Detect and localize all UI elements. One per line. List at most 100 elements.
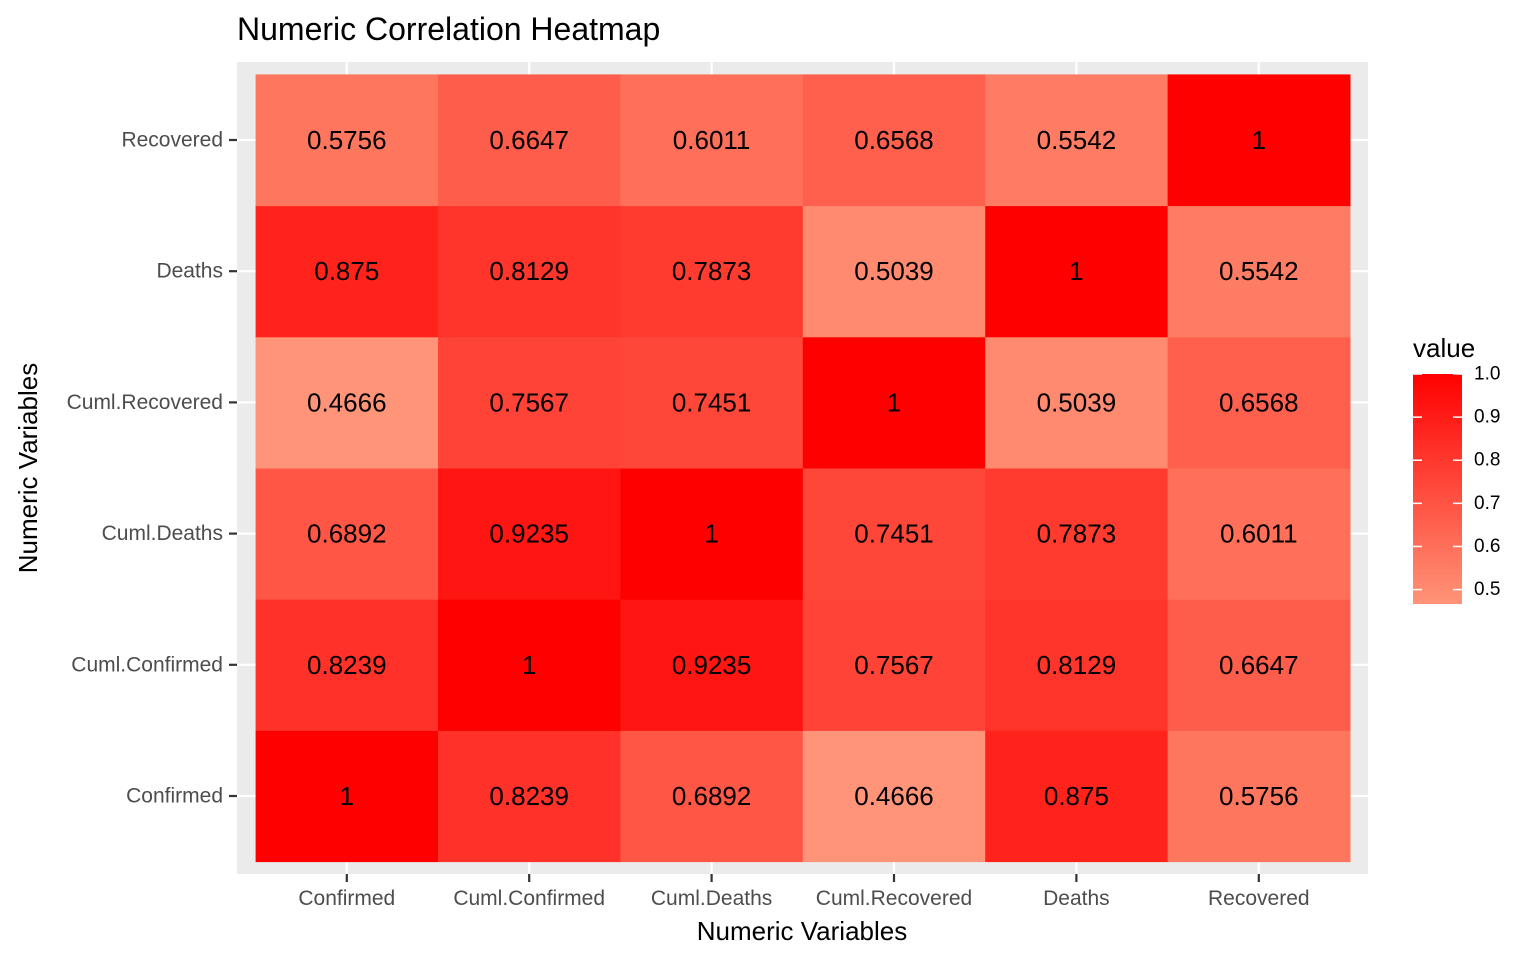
heatmap-cell-label: 0.7567 bbox=[854, 650, 934, 680]
heatmap-cell bbox=[438, 599, 621, 731]
heatmap-cell-label: 0.5039 bbox=[854, 256, 934, 286]
heatmap-cell bbox=[255, 336, 439, 469]
heatmap-cell-label: 0.5756 bbox=[1219, 781, 1299, 811]
heatmap-cell bbox=[802, 74, 986, 207]
y-axis-tick-label: Deaths bbox=[156, 260, 223, 283]
heatmap-cell-label: 0.8129 bbox=[1037, 650, 1117, 680]
heatmap-cell-label: 0.875 bbox=[1044, 781, 1109, 811]
heatmap-cell-label: 0.7451 bbox=[854, 519, 934, 549]
heatmap-cell bbox=[438, 730, 621, 863]
heatmap-cell bbox=[438, 468, 621, 600]
heatmap-cell bbox=[802, 336, 986, 469]
heatmap-cell bbox=[1167, 468, 1351, 600]
heatmap-cell bbox=[985, 468, 1169, 600]
x-axis: Confirmed Cuml.Confirmed Cuml.Deaths Cuml.R… bbox=[298, 874, 1310, 910]
legend-label: 0.9 bbox=[1474, 407, 1500, 428]
heatmap-cell bbox=[1167, 599, 1351, 731]
heatmap-cell bbox=[255, 599, 439, 731]
x-axis-tick-label: Confirmed bbox=[298, 887, 395, 910]
legend-title: value bbox=[1413, 333, 1475, 363]
heatmap-cell-label: 0.7567 bbox=[489, 387, 569, 417]
heatmap-cell-label: 0.6011 bbox=[673, 125, 751, 155]
color-legend: value 0.5 0.6 0.7 0.8 0.9 1.0 bbox=[1413, 333, 1500, 604]
heatmap-cell-label: 0.5542 bbox=[1219, 256, 1299, 286]
heatmap-cell-label: 0.6647 bbox=[489, 125, 569, 155]
heatmap-cell bbox=[985, 730, 1169, 863]
heatmap-cell bbox=[802, 599, 986, 731]
y-axis-tick-label: Recovered bbox=[121, 129, 223, 152]
heatmap-cell-label: 0.6892 bbox=[672, 781, 752, 811]
heatmap-cell-label: 0.4666 bbox=[854, 781, 934, 811]
heatmap-cell-label: 0.5756 bbox=[307, 125, 387, 155]
heatmap-cell-label: 0.6568 bbox=[1219, 387, 1299, 417]
heatmap-cell-label: 0.4666 bbox=[307, 387, 387, 417]
heatmap-cell-label: 0.6647 bbox=[1219, 650, 1299, 680]
x-axis-tick-label: Cuml.Confirmed bbox=[453, 887, 605, 910]
heatmap-cell bbox=[802, 468, 986, 600]
heatmap-cell-label: 0.6011 bbox=[1220, 519, 1298, 549]
heatmap-cell-label: 1 bbox=[1252, 125, 1266, 155]
x-axis-tick-label: Deaths bbox=[1043, 887, 1110, 910]
heatmap-cell-label: 0.7873 bbox=[672, 256, 752, 286]
heatmap-cell bbox=[255, 730, 439, 863]
y-axis-title: Numeric Variables bbox=[13, 363, 43, 573]
heatmap-cell-label: 0.5039 bbox=[1037, 387, 1117, 417]
y-axis-tick-label: Cuml.Confirmed bbox=[71, 653, 223, 676]
heatmap-cell-label: 0.8129 bbox=[489, 256, 569, 286]
heatmap-cell bbox=[1167, 730, 1351, 863]
heatmap-cell-label: 0.9235 bbox=[672, 650, 752, 680]
heatmap-cell bbox=[255, 74, 439, 207]
y-axis-tick-label: Confirmed bbox=[126, 785, 223, 808]
x-axis-tick-label: Cuml.Recovered bbox=[816, 887, 972, 910]
heatmap-cell-label: 1 bbox=[340, 781, 354, 811]
heatmap-cell bbox=[620, 74, 804, 207]
heatmap-cell bbox=[255, 468, 439, 600]
heatmap-cell-label: 0.875 bbox=[314, 256, 379, 286]
heatmap-cell-label: 0.8239 bbox=[307, 650, 387, 680]
x-axis-tick-label: Recovered bbox=[1208, 887, 1310, 910]
legend-label: 0.5 bbox=[1474, 579, 1500, 600]
heatmap-cell bbox=[802, 730, 986, 863]
heatmap-cell bbox=[985, 74, 1169, 207]
legend-label: 0.7 bbox=[1474, 493, 1500, 514]
heatmap-cell-label: 0.6568 bbox=[854, 125, 934, 155]
heatmap-cell-label: 1 bbox=[704, 519, 718, 549]
heatmap-cell-label: 1 bbox=[1069, 256, 1083, 286]
heatmap-cell bbox=[620, 468, 804, 600]
heatmap-cell bbox=[438, 205, 621, 338]
heatmap-cell bbox=[255, 205, 439, 338]
heatmap-cell-label: 0.8239 bbox=[489, 781, 569, 811]
heatmap-cell bbox=[620, 336, 804, 469]
heatmap-cell bbox=[1167, 74, 1351, 207]
x-axis-tick-label: Cuml.Deaths bbox=[651, 887, 772, 910]
heatmap-cell bbox=[985, 599, 1169, 731]
heatmap-cell bbox=[438, 336, 621, 469]
heatmap-cell bbox=[620, 599, 804, 731]
heatmap-cells bbox=[255, 74, 1351, 863]
legend-color-bar bbox=[1413, 374, 1462, 604]
legend-label: 0.8 bbox=[1474, 450, 1500, 471]
heatmap-cell bbox=[620, 205, 804, 338]
legend-ticks: 0.5 0.6 0.7 0.8 0.9 1.0 bbox=[1413, 364, 1500, 600]
heatmap-cell-label: 1 bbox=[887, 387, 901, 417]
y-axis: Confirmed Cuml.Confirmed Cuml.Deaths Cuml.R… bbox=[67, 129, 237, 808]
legend-label: 1.0 bbox=[1474, 364, 1500, 385]
chart-title: Numeric Correlation Heatmap bbox=[237, 11, 660, 47]
heatmap-cell-label: 0.5542 bbox=[1037, 125, 1117, 155]
legend-label: 0.6 bbox=[1474, 536, 1500, 557]
heatmap-cell bbox=[1167, 205, 1351, 338]
heatmap-cell-labels: 1 0.8239 0.6892 0.4666 0.875 0.5756 0.8239 1 0.9… bbox=[307, 125, 1299, 811]
heatmap-cell bbox=[985, 336, 1169, 469]
y-axis-tick-label: Cuml.Deaths bbox=[102, 522, 223, 545]
heatmap-cell-label: 0.7873 bbox=[1037, 519, 1117, 549]
heatmap-cell bbox=[985, 205, 1169, 338]
y-axis-tick-label: Cuml.Recovered bbox=[67, 391, 223, 414]
heatmap-cell bbox=[802, 205, 986, 338]
x-axis-title: Numeric Variables bbox=[697, 916, 907, 946]
heatmap-cell bbox=[620, 730, 804, 863]
heatmap-cell bbox=[1167, 336, 1351, 469]
heatmap-cell-label: 1 bbox=[522, 650, 536, 680]
heatmap-cell-label: 0.7451 bbox=[672, 387, 752, 417]
heatmap-cell bbox=[438, 74, 621, 207]
